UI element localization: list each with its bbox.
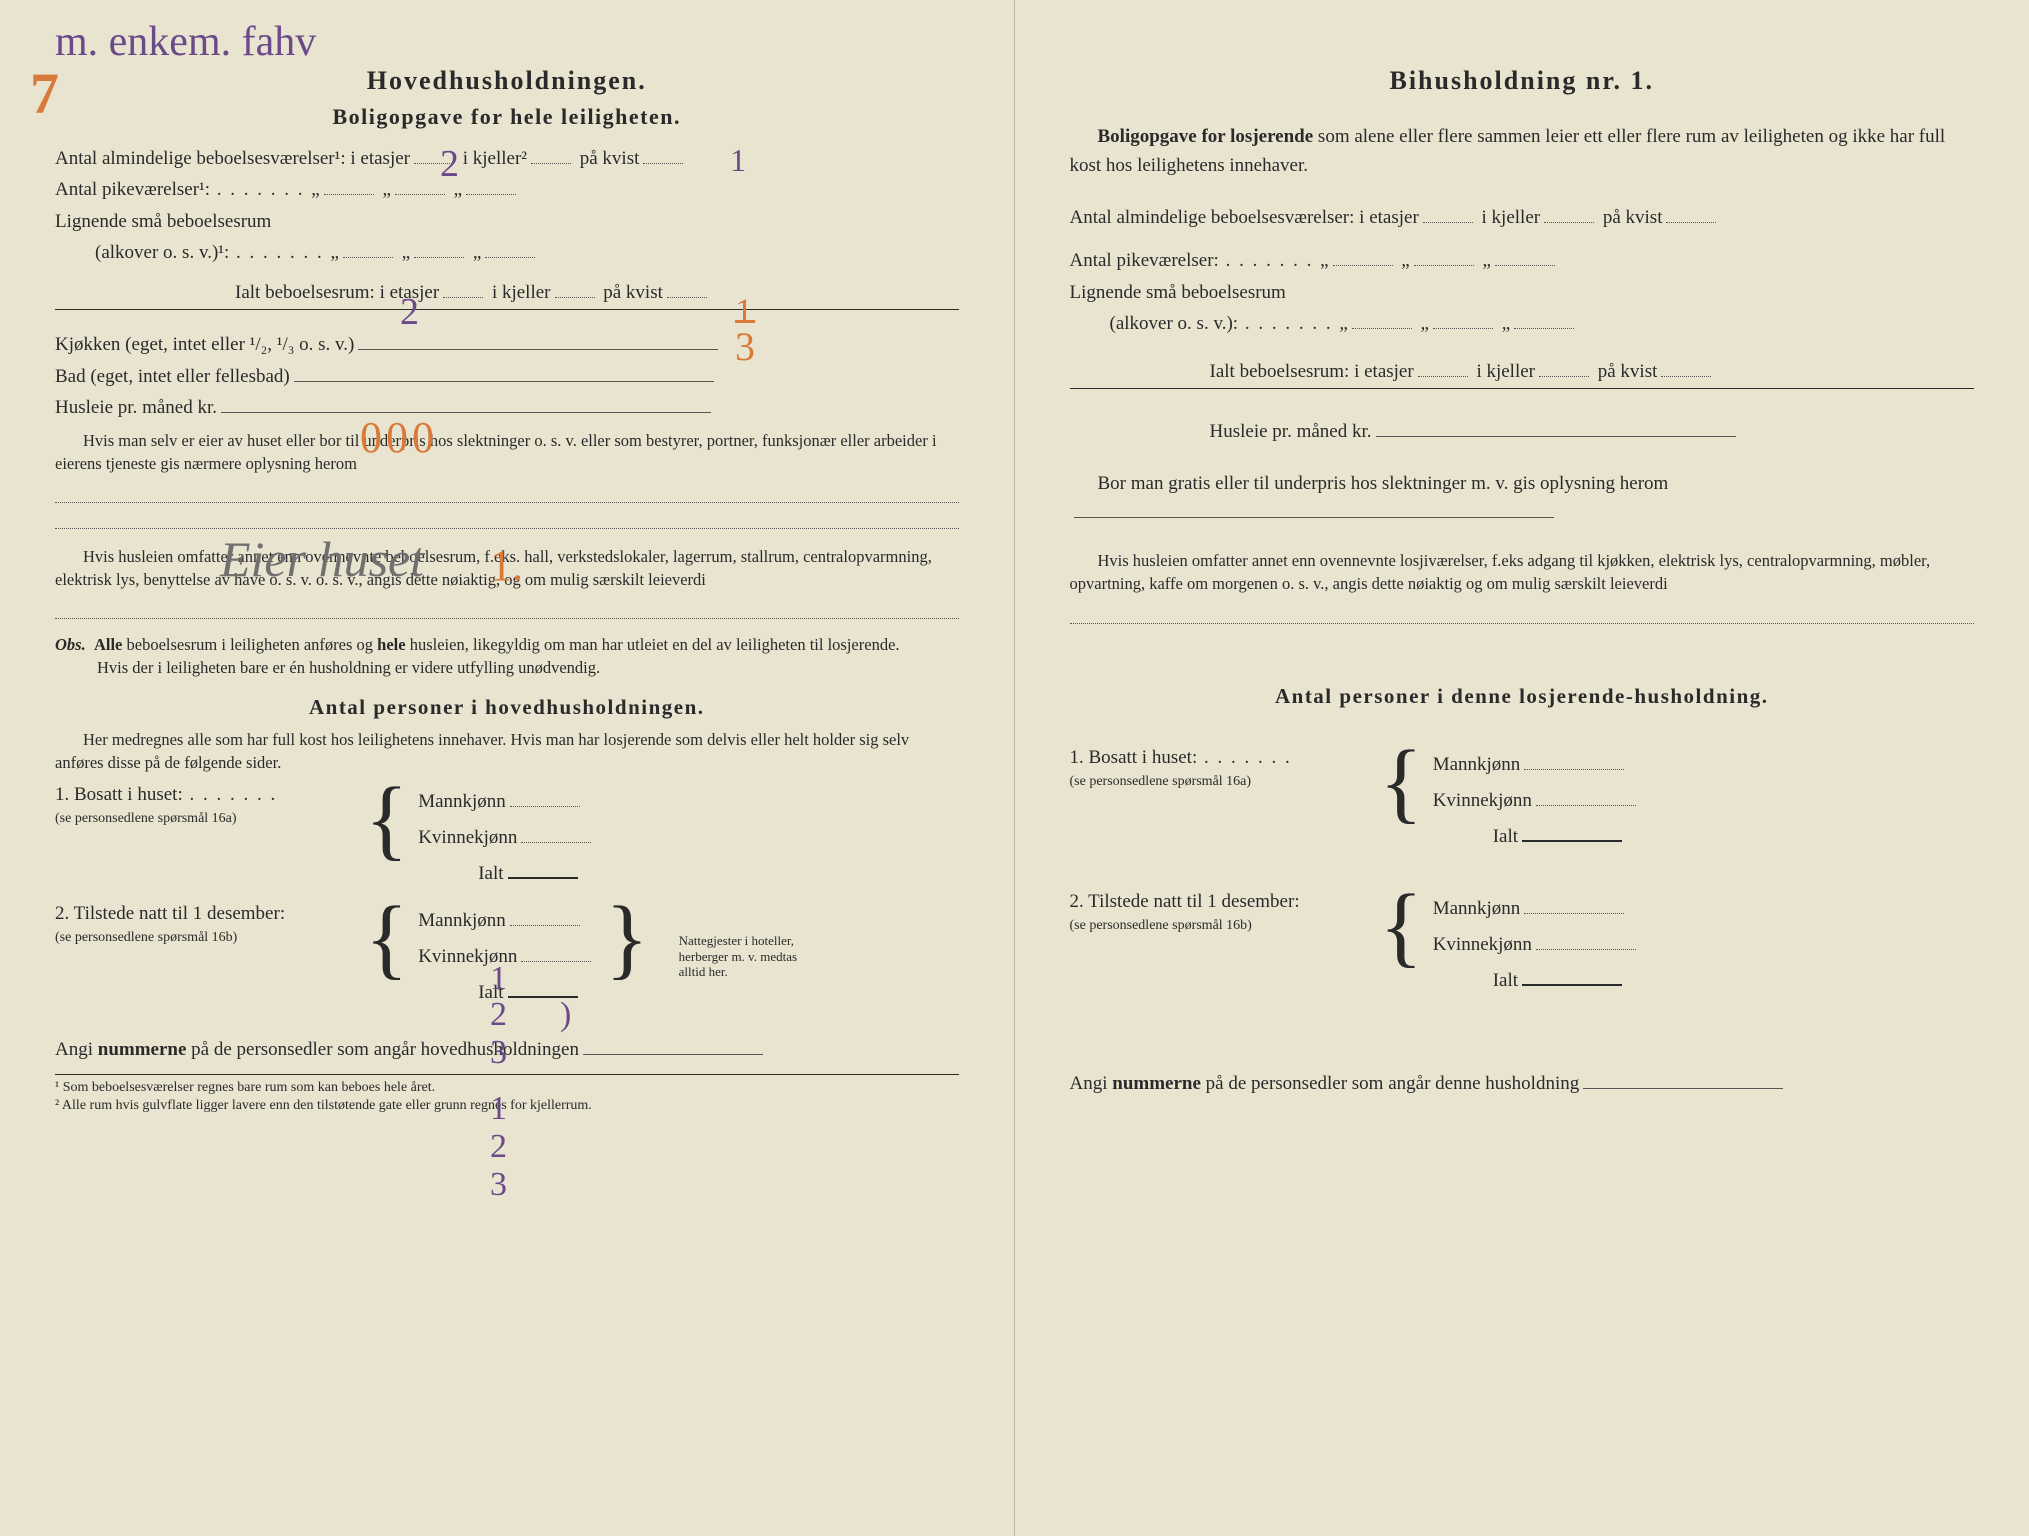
row-almindelige: Antal almindelige beboelsesværelser¹: i …: [55, 144, 959, 173]
r-q1-row: 1. Bosatt i huset: (se personsedlene spø…: [1070, 747, 1975, 855]
row-pike: Antal pikeværelser¹: „ „ „: [55, 175, 959, 204]
val-etasjer1: 2: [440, 142, 459, 186]
val-husleie: 000: [360, 412, 438, 463]
r-row-almindelige: Antal almindelige beboelsesværelser: i e…: [1070, 203, 1975, 232]
r-q2-row: 2. Tilstede natt til 1 desember: (se per…: [1070, 891, 1975, 999]
row-bad: Bad (eget, intet eller fellesbad): [55, 362, 959, 391]
r-row-lignende: Lignende små beboelsesrum: [1070, 278, 1975, 307]
side-note: Nattegjester i hoteller, herberger m. v.…: [679, 933, 819, 980]
section-note: Her medregnes alle som har full kost hos…: [55, 728, 959, 774]
q1-row: 1. Bosatt i huset: (se personsedlene spø…: [55, 784, 959, 892]
title-sub: Boligopgave for hele leiligheten.: [55, 104, 959, 130]
row-ialt: Ialt beboelsesrum: i etasjer i kjeller p…: [55, 278, 959, 310]
row-lignende: Lignende små beboelsesrum: [55, 207, 959, 236]
val-ialt-et: 2: [400, 290, 419, 334]
left-page: m. enkem. fahv 7 Hovedhusholdningen. Bol…: [0, 0, 1015, 1536]
r-section-title: Antal personer i denne losjerende-hushol…: [1070, 684, 1975, 709]
row-husleie: Husleie pr. måned kr.: [55, 393, 959, 422]
blank-line-2: [55, 507, 959, 529]
hand-eier: Eier huset: [220, 530, 424, 588]
intro: Boligopgave for losjerende som alene ell…: [1070, 122, 1975, 181]
val-divider: 3: [735, 320, 755, 370]
row-alkover: (alkover o. s. v.)¹: „ „ „: [55, 238, 959, 267]
q1-check: ): [560, 996, 571, 1034]
hand-top: m. enkem. fahv: [55, 18, 316, 66]
q2-kvinne-val: 2: [490, 1128, 507, 1166]
q2-ialt-val: 3: [490, 1166, 507, 1204]
r-row-alkover: (alkover o. s. v.): „ „ „: [1070, 309, 1975, 338]
r-row-ialt: Ialt beboelsesrum: i etasjer i kjeller p…: [1070, 357, 1975, 389]
obs-block: Obs. Alle beboelsesrum i leiligheten anf…: [55, 633, 959, 679]
r-angi-line: Angi nummerne på de personsedler som ang…: [1070, 1069, 1975, 1098]
r-row-pike: Antal pikeværelser: „ „ „: [1070, 246, 1975, 275]
hand-margin-num: 7: [30, 60, 59, 127]
r-blank-line: [1070, 602, 1975, 624]
q1-mann-val: 1: [490, 960, 507, 998]
r-note-hvis: Hvis husleien omfatter annet enn ovennev…: [1070, 549, 1975, 595]
blank-line-1: [55, 481, 959, 503]
q1-ialt-val: 3: [490, 1034, 507, 1072]
r-row-husleie: Husleie pr. måned kr.: [1070, 417, 1975, 446]
row-kjokken: Kjøkken (eget, intet eller ¹/₂, ¹/₃ o. s…: [55, 330, 959, 359]
title-main: Hovedhusholdningen.: [55, 66, 959, 96]
right-page: Bihusholdning nr. 1. Boligopgave for los…: [1015, 0, 2029, 1536]
r-note-gratis: Bor man gratis eller til underpris hos s…: [1070, 469, 1975, 528]
note-hvis1: Hvis man selv er eier av huset eller bor…: [55, 429, 959, 475]
q1-kvinne-val: 2: [490, 996, 507, 1034]
blank-line-3: [55, 597, 959, 619]
section-title: Antal personer i hovedhusholdningen.: [55, 695, 959, 720]
title-main-r: Bihusholdning nr. 1.: [1070, 66, 1975, 96]
q2-mann-val: 1: [490, 1090, 507, 1128]
hand-eier-mark: 1.: [490, 540, 523, 591]
val-kvist1: 1: [730, 142, 746, 179]
